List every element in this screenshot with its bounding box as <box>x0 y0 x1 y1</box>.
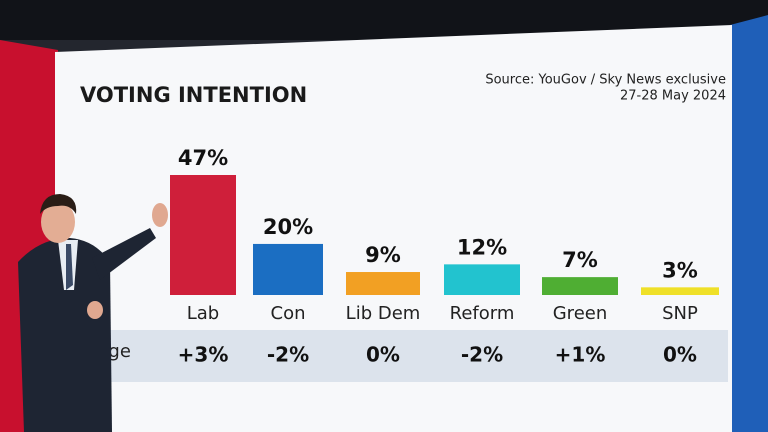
value-label: 12% <box>457 235 507 259</box>
presenter <box>18 194 168 432</box>
value-label: 47% <box>178 146 228 170</box>
date: 27-28 May 2024 <box>620 89 726 104</box>
bar <box>641 287 719 295</box>
presenter-left-hand <box>87 301 103 319</box>
change-row-band <box>100 330 728 382</box>
change-value: -2% <box>267 343 309 367</box>
bars: 47% Lab +3% 20% Con -2% 9% Lib Dem 0% 12% Reform -2… <box>170 146 719 367</box>
value-label: 7% <box>562 248 598 272</box>
value-label: 20% <box>263 215 313 239</box>
category-label: Lab <box>187 303 219 324</box>
value-label: 9% <box>365 243 401 267</box>
change-value: 0% <box>663 343 697 367</box>
presenter-head <box>41 201 75 243</box>
category-label: Lib Dem <box>346 303 421 324</box>
source: Source: YouGov / Sky News exclusive <box>485 73 726 88</box>
chart-title: VOTING INTENTION <box>80 83 307 107</box>
presenter-tie <box>66 244 73 290</box>
bar <box>253 243 323 295</box>
category-label: Green <box>553 303 608 324</box>
bar <box>346 272 420 295</box>
right-blue-panel <box>730 15 768 432</box>
change-value: +1% <box>555 343 606 367</box>
change-value: -2% <box>461 343 503 367</box>
presenter-body <box>18 238 112 432</box>
value-label: 3% <box>662 258 698 282</box>
category-label: Con <box>271 303 306 324</box>
presenter-hair <box>40 194 77 214</box>
presenter-arm <box>92 228 156 280</box>
bar <box>444 264 520 295</box>
change-value: +3% <box>178 343 229 367</box>
change-value: 0% <box>366 343 400 367</box>
category-label: Reform <box>450 303 515 324</box>
category-label: SNP <box>662 303 698 324</box>
bar <box>542 277 618 295</box>
presenter-hand <box>152 203 168 227</box>
bar <box>170 175 236 295</box>
